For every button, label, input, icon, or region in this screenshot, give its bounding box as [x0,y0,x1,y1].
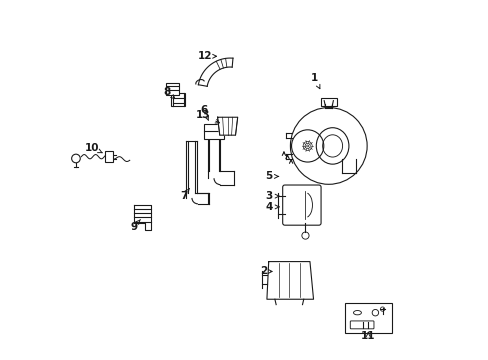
Bar [203,124,224,139]
Text: 9: 9 [130,220,140,231]
Text: 7: 7 [180,188,189,201]
Text: 13: 13 [196,111,219,123]
Text: 6: 6 [200,105,208,121]
Polygon shape [266,262,313,299]
Circle shape [72,154,80,163]
Text: 3: 3 [264,191,279,201]
FancyBboxPatch shape [282,185,321,225]
Bar [320,98,336,105]
Polygon shape [217,117,237,135]
Text: 8: 8 [163,87,175,99]
Text: 4: 4 [264,202,279,212]
Text: 11: 11 [360,331,375,341]
Text: 2: 2 [260,266,271,276]
Polygon shape [133,205,150,230]
Bar [171,93,185,106]
Bar [104,151,112,162]
Bar [344,303,391,333]
Text: 5: 5 [264,171,278,181]
Text: 1: 1 [310,73,319,89]
Bar [165,83,179,95]
Text: 10: 10 [84,143,102,153]
Text: 12: 12 [198,51,216,61]
